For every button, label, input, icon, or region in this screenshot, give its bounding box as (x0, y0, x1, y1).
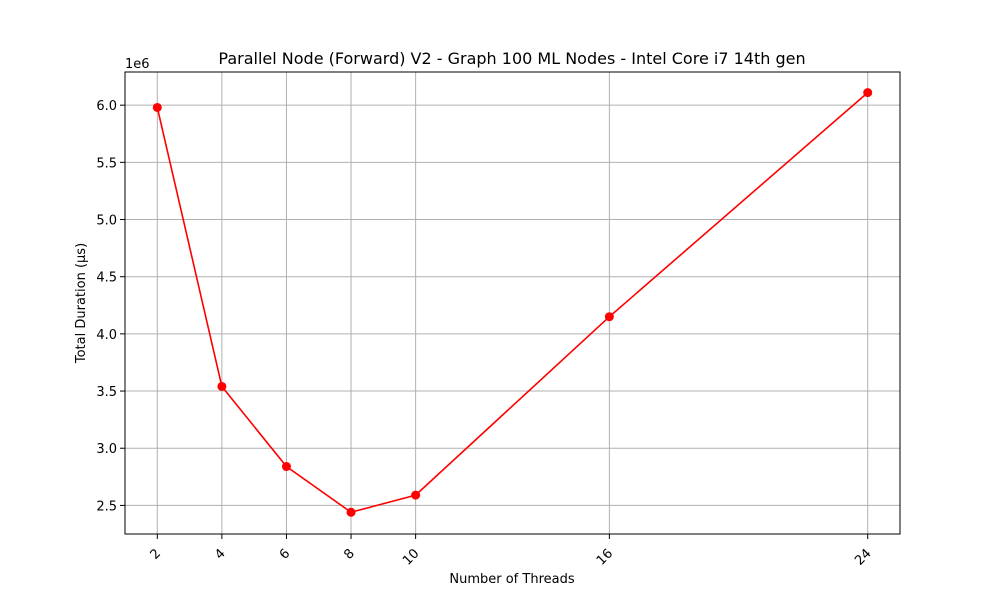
data-point (411, 490, 421, 500)
y-axis-title: Total Duration (µs) (74, 243, 89, 364)
x-tick-label: 16 (594, 546, 616, 568)
data-point (152, 102, 162, 112)
y-tick-label: 4.0 (96, 328, 117, 343)
y-tick-label: 3.0 (96, 442, 117, 457)
chart-title: Parallel Node (Forward) V2 - Graph 100 M… (218, 49, 805, 68)
x-tick-label: 4 (212, 546, 228, 562)
x-tick-label: 8 (341, 546, 357, 562)
y-tick-label: 6.0 (96, 99, 117, 114)
x-tick-label: 2 (148, 546, 164, 562)
x-axis-title: Number of Threads (449, 572, 574, 587)
y-tick-label: 4.5 (96, 271, 117, 286)
data-point (217, 381, 227, 391)
grid (125, 72, 900, 534)
data-point (604, 312, 614, 322)
y-tick-label: 5.0 (96, 214, 117, 229)
x-tick-label: 24 (852, 546, 874, 568)
x-tick-label: 6 (277, 546, 293, 562)
y-tick-label: 2.5 (96, 499, 117, 514)
data-point (281, 462, 291, 472)
data-point (346, 507, 356, 517)
data-series (152, 88, 873, 517)
series-line (156, 91, 869, 514)
y-tick-label: 5.5 (96, 156, 117, 171)
plot-frame (124, 71, 901, 535)
x-tick-label: 10 (400, 546, 422, 568)
axis-ticks: 2 4 6 8 10 16 242.53.03.54.04.55.05.56.0 (96, 99, 874, 568)
y-tick-label: 3.5 (96, 385, 117, 400)
data-point (863, 88, 873, 98)
y-axis-offset-label: 1e6 (125, 57, 150, 72)
